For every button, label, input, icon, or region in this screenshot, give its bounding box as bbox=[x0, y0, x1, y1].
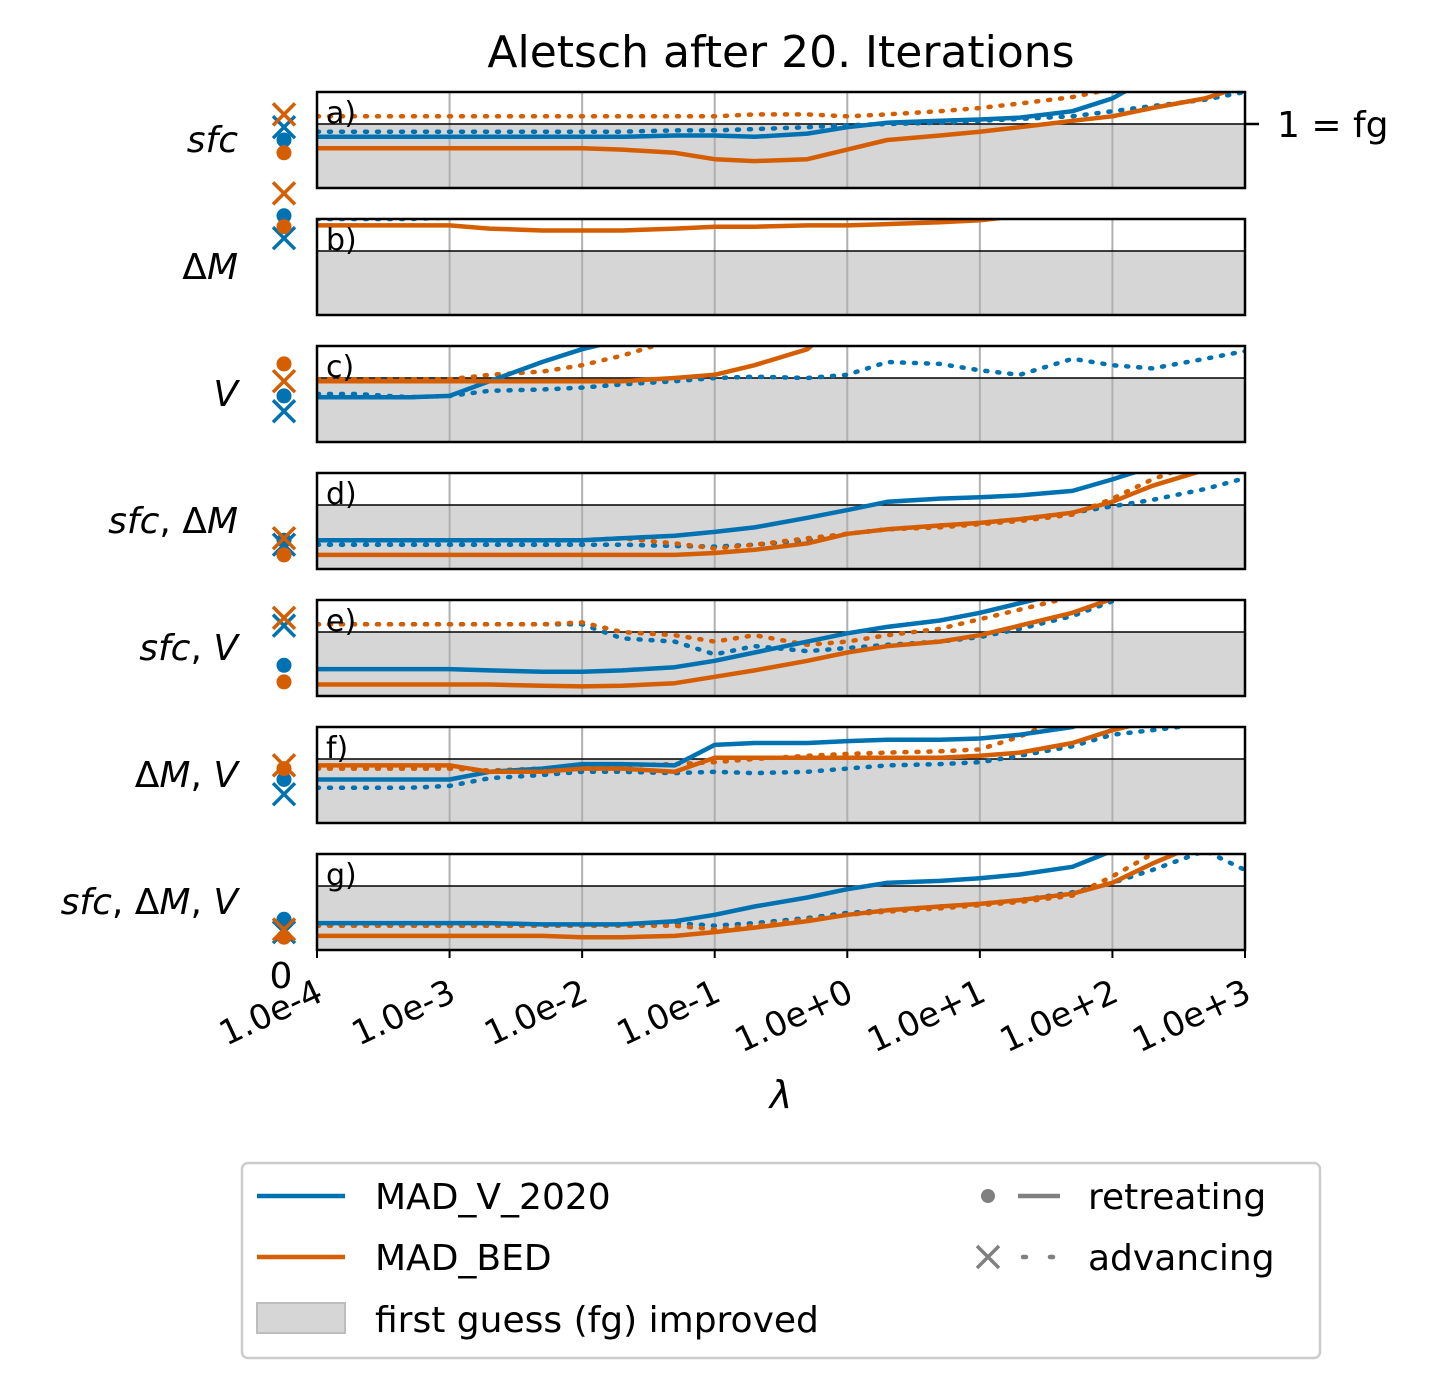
panel-4: d) sfc, ΔM bbox=[108, 471, 1247, 571]
panel-label: f) bbox=[326, 731, 348, 766]
zero-marker-V2020_retreating bbox=[276, 388, 292, 404]
zero-marker-BED_advancing bbox=[271, 526, 297, 551]
x-tick-label: 1.0e+3 bbox=[1127, 972, 1257, 1061]
legend-swatch-improved bbox=[256, 1302, 346, 1334]
panel-frame bbox=[315, 90, 1247, 190]
panel-frame bbox=[315, 471, 1247, 571]
x-tick-label: 1.0e+1 bbox=[861, 972, 991, 1061]
zero-marker-V2020_retreating bbox=[276, 657, 292, 673]
x-tick-label: 1.0e-3 bbox=[346, 972, 462, 1054]
panel-label: g) bbox=[326, 858, 357, 893]
zero-marker-V2020_advancing bbox=[271, 613, 297, 638]
zero-marker-V2020_advancing bbox=[271, 781, 297, 807]
panel-frame bbox=[315, 852, 1247, 952]
row-label: sfc, ΔM, V bbox=[61, 882, 241, 923]
reference-label: 1 = fg bbox=[1277, 105, 1388, 146]
series-line-V2020_retreating bbox=[317, 854, 1111, 927]
legend-label-improved: first guess (fg) improved bbox=[375, 1300, 819, 1341]
zero-marker-BED_advancing bbox=[271, 368, 297, 394]
legend-label-mad-bed: MAD_BED bbox=[375, 1238, 552, 1279]
zero-marker-V2020_retreating bbox=[276, 911, 292, 927]
zero-marker-V2020_advancing bbox=[271, 399, 297, 424]
legend-label-retreating: retreating bbox=[1088, 1177, 1266, 1218]
zero-marker-BED_advancing bbox=[271, 102, 297, 127]
row-label: ΔM bbox=[182, 247, 238, 288]
legend-label-advancing: advancing bbox=[1088, 1238, 1275, 1279]
series-line-BED_retreating bbox=[317, 219, 1012, 233]
chart-title: Aletsch after 20. Iterations bbox=[487, 27, 1074, 78]
x-axis-label: λ bbox=[768, 1073, 793, 1117]
panel-label: d) bbox=[326, 477, 357, 512]
series-line-V2020_retreating bbox=[317, 727, 1079, 782]
series-line-BED_retreating bbox=[317, 92, 1233, 164]
zero-marker-V2020_advancing bbox=[271, 532, 297, 557]
panel-label: a) bbox=[326, 96, 356, 131]
panel-label: e) bbox=[326, 604, 356, 639]
x-tick-label: 1.0e+0 bbox=[729, 972, 859, 1061]
panel-label: b) bbox=[326, 223, 357, 258]
series-line-V2020_retreating bbox=[317, 92, 1129, 140]
x-tick-label: 1.0e+2 bbox=[994, 972, 1124, 1061]
zero-marker-BED_retreating bbox=[276, 547, 292, 563]
zero-marker-V2020_advancing bbox=[271, 225, 297, 251]
series-line-V2020_retreating bbox=[317, 600, 1043, 674]
row-label: sfc bbox=[187, 120, 238, 161]
series-line-BED_retreating bbox=[317, 600, 1116, 689]
panel-frame bbox=[315, 344, 1247, 444]
panel-frame bbox=[315, 217, 1247, 317]
series-line-V2020_retreating bbox=[317, 346, 606, 400]
zero-marker-BED_retreating bbox=[276, 674, 292, 690]
series-line-BED_retreating bbox=[317, 473, 1203, 558]
panel-1: a) sfc 1 = fg bbox=[187, 90, 1388, 190]
panel-7: g) sfc, ΔM, V bbox=[61, 852, 1247, 952]
zero-marker-V2020_retreating bbox=[276, 208, 292, 224]
legend-frame bbox=[240, 1161, 1322, 1360]
zero-marker-BED_retreating bbox=[276, 761, 292, 777]
zero-marker-BED_retreating bbox=[276, 356, 292, 372]
row-label: ΔM, V bbox=[135, 755, 241, 796]
improved-region bbox=[317, 886, 1245, 950]
zero-marker-BED_advancing bbox=[271, 605, 297, 631]
series-line-BED_advancing bbox=[317, 600, 1069, 648]
row-label: sfc, V bbox=[139, 628, 240, 669]
zero-marker-BED_retreating bbox=[276, 145, 292, 161]
legend-marker-advancing bbox=[975, 1244, 1001, 1270]
row-label: sfc, ΔM bbox=[108, 501, 238, 542]
panels: a) sfc 1 = fg b) ΔM c) Vd) sfc, ΔM e) sfc, V f) ΔM,… bbox=[61, 90, 1388, 952]
zero-marker-BED_advancing bbox=[271, 181, 297, 206]
zero-marker-BED_advancing bbox=[271, 917, 297, 942]
panel-6: f) ΔM, V bbox=[135, 725, 1247, 825]
panel-frame bbox=[315, 598, 1247, 698]
panel-frame bbox=[315, 725, 1247, 825]
zero-marker-V2020_retreating bbox=[276, 771, 292, 787]
panel-2: b) ΔM bbox=[182, 181, 1247, 317]
zero-marker-V2020_retreating bbox=[276, 132, 292, 148]
x-tick-label: 1.0e-2 bbox=[478, 972, 594, 1054]
panel-label: c) bbox=[326, 350, 354, 385]
zero-marker-BED_advancing bbox=[271, 753, 297, 778]
x-tick-label: 1.0e-1 bbox=[611, 972, 727, 1054]
improved-region bbox=[317, 505, 1245, 569]
series-line-V2020_advancing bbox=[317, 348, 1245, 400]
panel-5: e) sfc, V bbox=[139, 598, 1247, 698]
row-label: V bbox=[213, 374, 240, 415]
panel-3: c) V bbox=[213, 344, 1247, 444]
x-zero-label: 0 bbox=[270, 956, 293, 997]
improved-region bbox=[317, 251, 1245, 315]
series-line-BED_retreating bbox=[317, 727, 1136, 775]
series-line-BED_retreating bbox=[317, 346, 815, 384]
x-axis: 01.0e-4 1.0e-3 1.0e-2 1.0e-1 1.0e+0 1.0e+1 1.0… bbox=[213, 950, 1257, 1061]
zero-marker-BED_retreating bbox=[276, 219, 292, 235]
series-line-BED_retreating bbox=[317, 854, 1181, 940]
legend-marker-retreating bbox=[981, 1189, 995, 1203]
series-line-V2020_retreating bbox=[317, 473, 1140, 543]
legend-label-mad-v-2020: MAD_V_2020 bbox=[375, 1177, 611, 1218]
improved-region bbox=[317, 378, 1245, 442]
series-line-V2020_advancing bbox=[317, 727, 1198, 791]
